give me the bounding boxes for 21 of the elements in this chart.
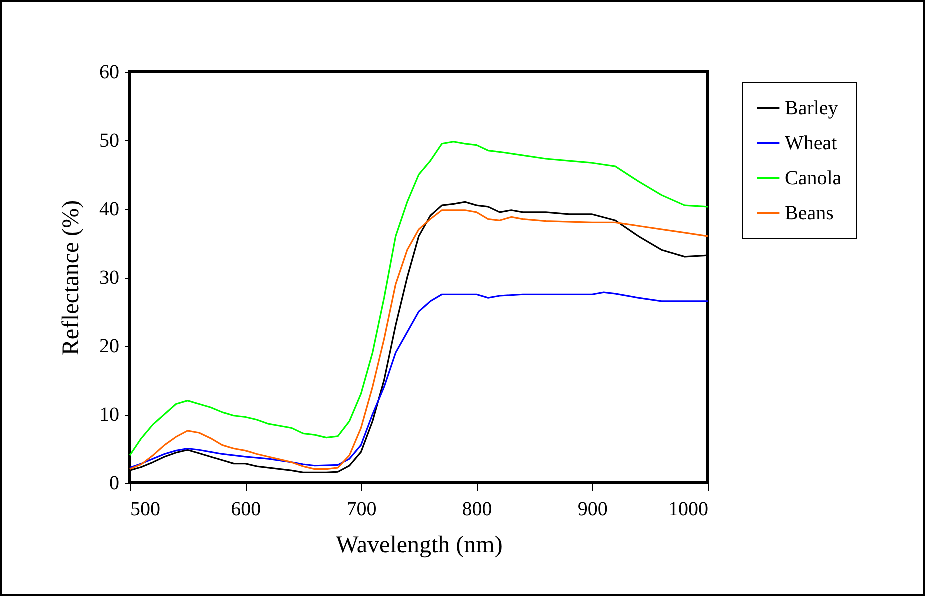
legend-label: Beans [785, 202, 834, 224]
y-tick-label: 0 [110, 472, 120, 494]
y-tick-label: 40 [100, 198, 120, 220]
legend-label: Canola [785, 168, 842, 190]
y-tick-label: 50 [100, 130, 120, 152]
x-tick-label: 600 [231, 498, 262, 520]
x-tick-label: 1000 [668, 498, 708, 520]
y-tick-label: 20 [100, 336, 120, 358]
x-tick-label: 700 [346, 498, 377, 520]
y-tick-label: 10 [100, 404, 120, 426]
x-tick-label: 500 [130, 498, 160, 520]
y-axis-title: Reflectance (%) [58, 200, 84, 356]
legend-label: Wheat [785, 132, 838, 154]
x-tick-label: 900 [578, 498, 608, 520]
x-axis-title: Wavelength (nm) [336, 532, 503, 558]
y-tick-label: 30 [100, 267, 120, 289]
y-tick-label: 60 [100, 62, 120, 84]
x-tick-label: 800 [462, 498, 492, 520]
legend-label: Barley [785, 98, 838, 120]
line-series [129, 292, 709, 469]
line-series [129, 141, 709, 456]
